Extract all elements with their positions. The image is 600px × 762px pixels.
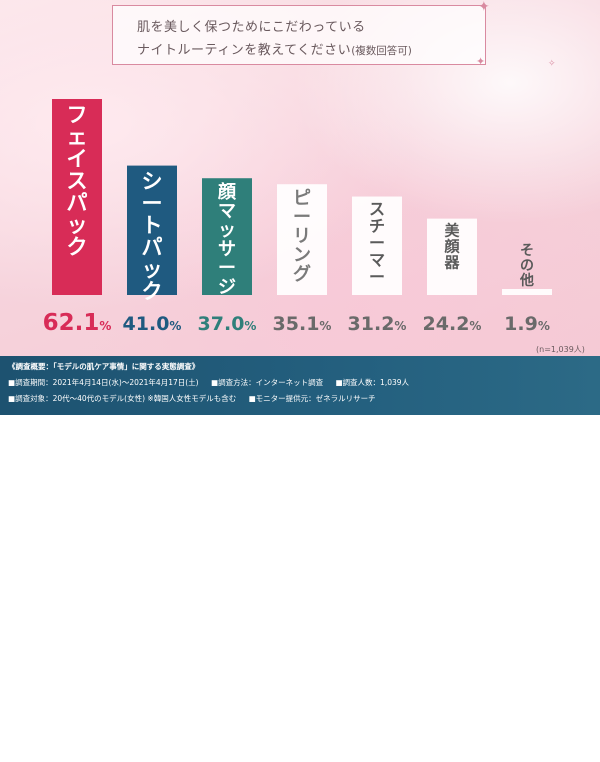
value-label-4: 35.1% <box>273 313 332 335</box>
value-label-5: 31.2% <box>348 313 407 335</box>
survey-heading: 《調査概要：「モデルの肌ケア事情」に関する実態調査》 <box>8 362 200 371</box>
sparkle-icon: ✦ <box>478 0 490 15</box>
bar-2 <box>127 165 177 295</box>
bar-4 <box>277 184 327 295</box>
value-label-3: 37.0% <box>198 313 257 335</box>
bar-chart: フェイスパック 62.1% シートパック 41.0% 顔マッサージ 37.0% ピーリング 3… <box>42 99 552 336</box>
category-label-5: スチーマー <box>369 200 385 287</box>
brand-logo: ang <box>545 718 589 762</box>
value-label-6: 24.2% <box>423 313 482 335</box>
bar-7 <box>502 289 552 295</box>
survey-period: ■調査期間：2021年4月14日(水)～2021年4月17日(土) <box>8 378 199 387</box>
bar-3 <box>202 178 252 295</box>
brand-logo-text: ang <box>551 727 583 747</box>
value-label-7: 1.9% <box>504 313 550 335</box>
category-label-4: ピーリング <box>293 188 311 285</box>
category-label-2: シートパック <box>142 170 163 304</box>
chart-title-line1: 肌を美しく保つためにこだわっている <box>137 20 366 35</box>
sparkle-icon: ✦ <box>476 55 486 68</box>
survey-target: ■調査対象：20代～40代のモデル(女性) ※韓国人女性モデルも含む <box>8 394 237 403</box>
category-label-6: 美顔器 <box>443 222 460 272</box>
survey-respondents: ■調査人数：1,039人 <box>335 378 410 387</box>
survey-footer: 《調査概要：「モデルの肌ケア事情」に関する実態調査》 ■調査期間：2021年4月… <box>0 356 600 762</box>
chart-title-note: (複数回答可) <box>351 45 412 57</box>
bar-6 <box>427 218 477 295</box>
value-label-1: 62.1% <box>43 310 112 336</box>
survey-monitor: ■モニター提供元：ゼネラルリサーチ <box>248 394 376 403</box>
survey-row-2: ■調査対象：20代～40代のモデル(女性) ※韓国人女性モデルも含む ■モニター… <box>8 393 386 404</box>
chart-title-line2-text: ナイトルーティンを教えてください <box>137 43 352 58</box>
value-label-2: 41.0% <box>123 313 182 335</box>
survey-method: ■調査方法：インターネット調査 <box>210 378 324 387</box>
sample-size-note: (n=1,039人) <box>536 345 585 354</box>
bar-1 <box>52 99 102 295</box>
bar-5 <box>352 196 402 295</box>
chart-title-box: 肌を美しく保つためにこだわっている ナイトルーティンを教えてください(複数回答可… <box>112 5 486 65</box>
survey-row-1: ■調査期間：2021年4月14日(水)～2021年4月17日(土) ■調査方法：… <box>8 377 419 388</box>
category-label-1: フェイスパック <box>67 103 88 259</box>
category-label-3: 顔マッサージ <box>217 181 237 298</box>
category-label-7: その他 <box>519 243 534 289</box>
sparkle-icon: ✧ <box>548 59 556 69</box>
chart-title-line2: ナイトルーティンを教えてください(複数回答可) <box>137 39 412 58</box>
